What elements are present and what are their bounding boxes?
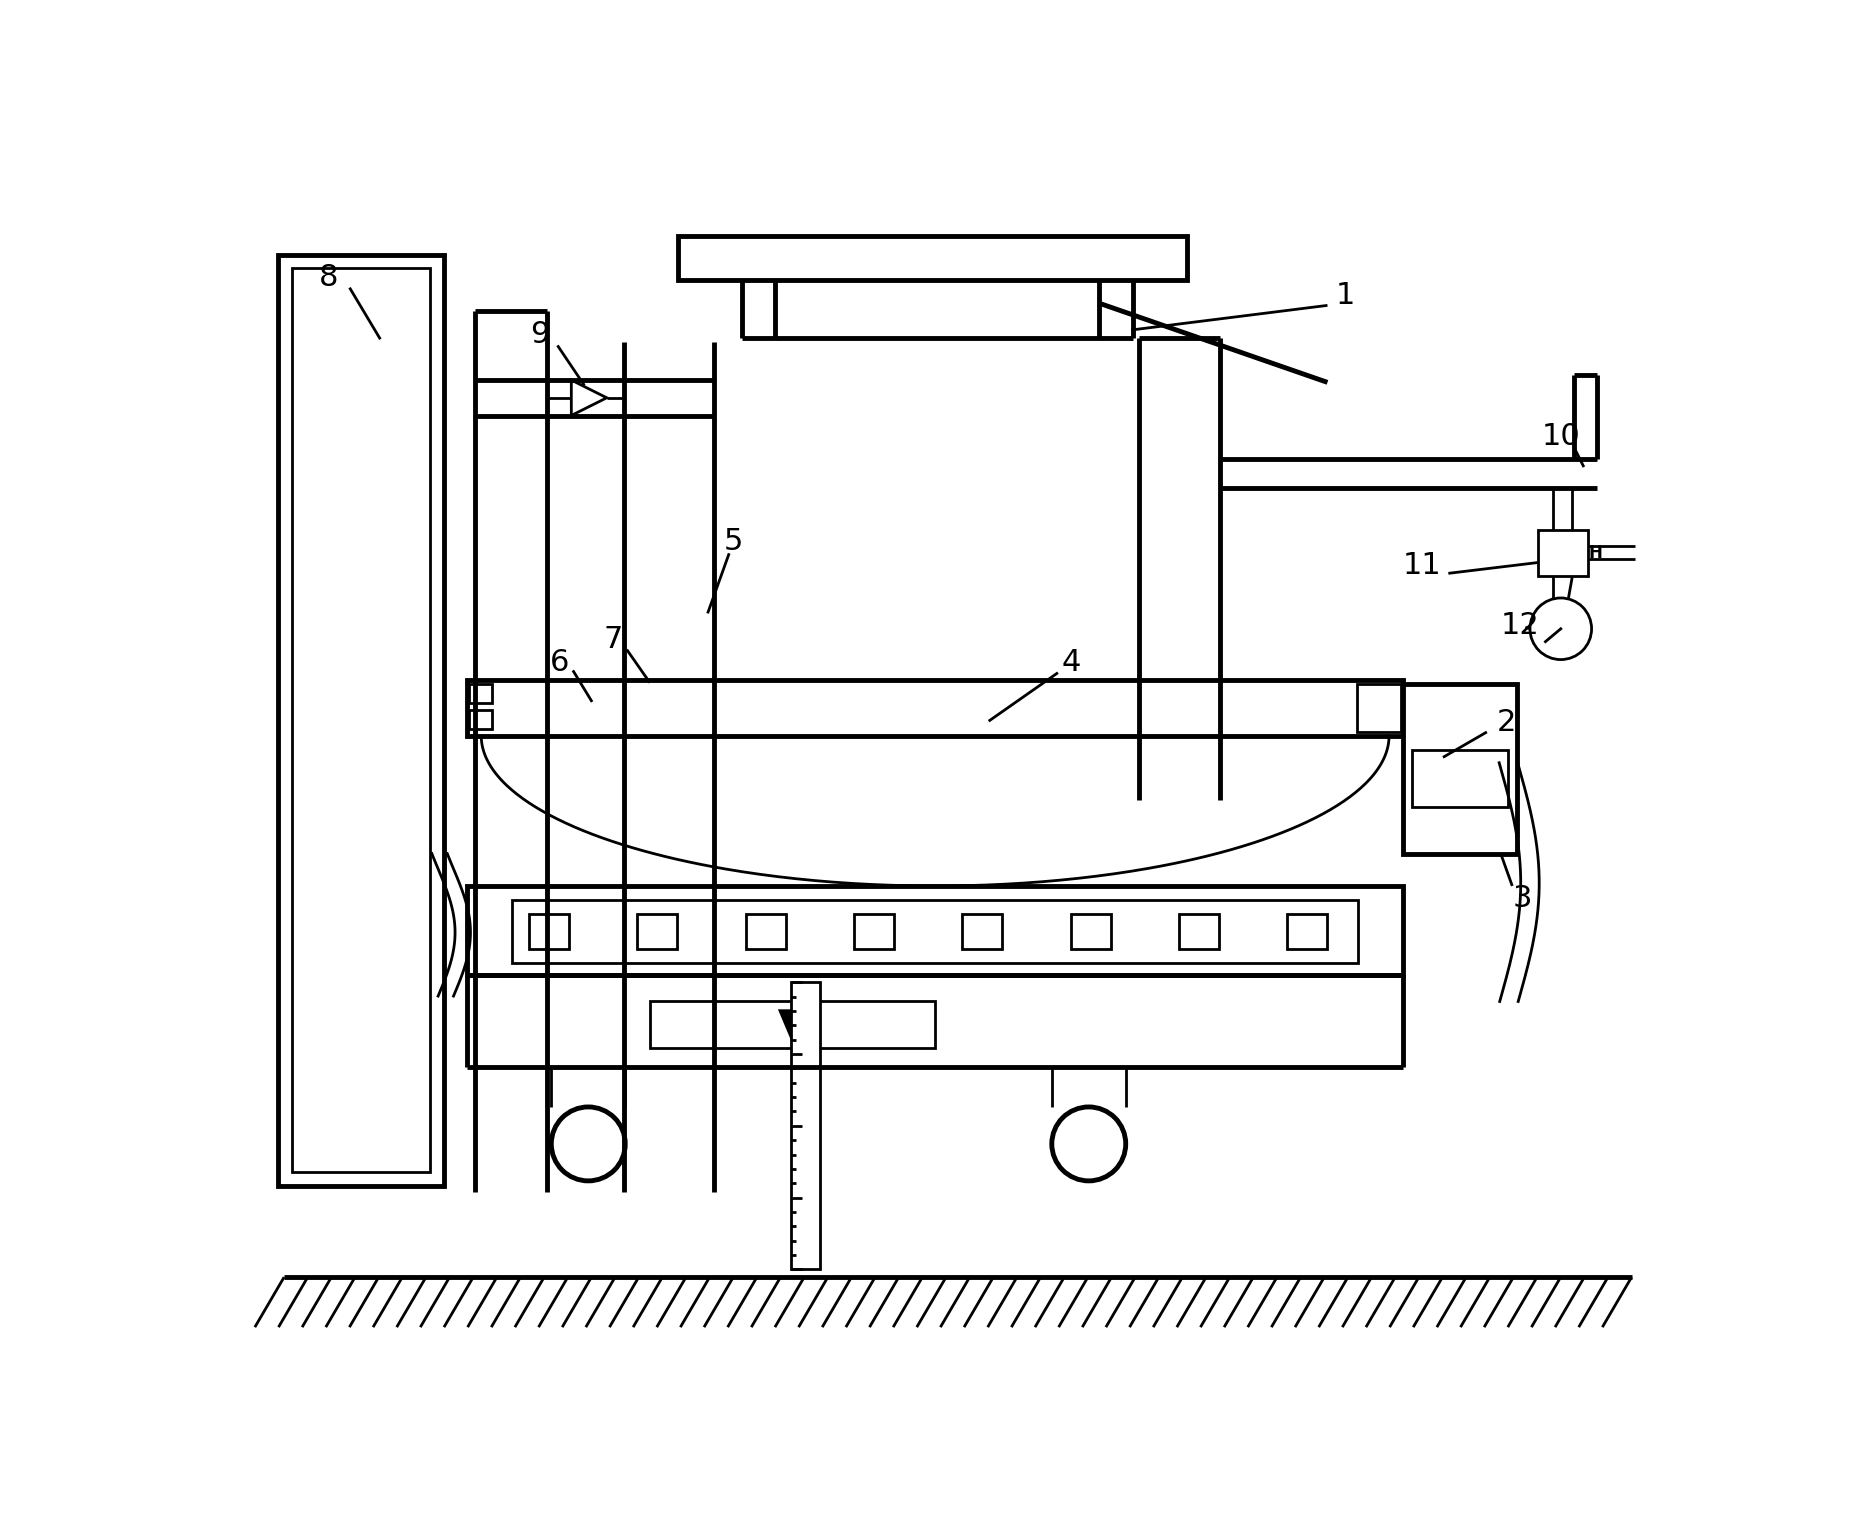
- Bar: [1403, 684, 1517, 854]
- Text: 12: 12: [1500, 611, 1539, 640]
- Bar: [649, 1001, 935, 1047]
- Bar: [1288, 914, 1327, 949]
- Bar: [679, 236, 1187, 280]
- Bar: [466, 680, 1403, 736]
- Bar: [291, 268, 429, 1173]
- Text: 5: 5: [724, 527, 743, 556]
- Bar: [1179, 914, 1218, 949]
- Bar: [528, 914, 569, 949]
- Text: H: H: [1588, 544, 1603, 562]
- Bar: [511, 900, 1358, 963]
- Bar: [791, 983, 819, 1269]
- Bar: [1071, 914, 1110, 949]
- Bar: [638, 914, 677, 949]
- Bar: [746, 914, 786, 949]
- Text: 9: 9: [530, 320, 549, 349]
- Text: 4: 4: [1062, 648, 1080, 677]
- Bar: [855, 914, 894, 949]
- Text: 7: 7: [605, 625, 623, 654]
- Bar: [278, 254, 444, 1187]
- Bar: [468, 710, 493, 729]
- Bar: [1538, 530, 1588, 576]
- Bar: [1357, 684, 1401, 732]
- Text: 2: 2: [1497, 709, 1517, 738]
- Text: 3: 3: [1513, 883, 1532, 912]
- Text: 10: 10: [1541, 421, 1581, 450]
- Bar: [1413, 750, 1508, 807]
- Text: 6: 6: [550, 648, 569, 677]
- Bar: [468, 684, 493, 703]
- Text: 11: 11: [1403, 551, 1442, 580]
- Text: 8: 8: [319, 263, 338, 292]
- Polygon shape: [780, 1010, 804, 1040]
- Polygon shape: [571, 380, 606, 415]
- Bar: [963, 914, 1002, 949]
- Text: 1: 1: [1336, 280, 1355, 309]
- Bar: [466, 886, 1403, 975]
